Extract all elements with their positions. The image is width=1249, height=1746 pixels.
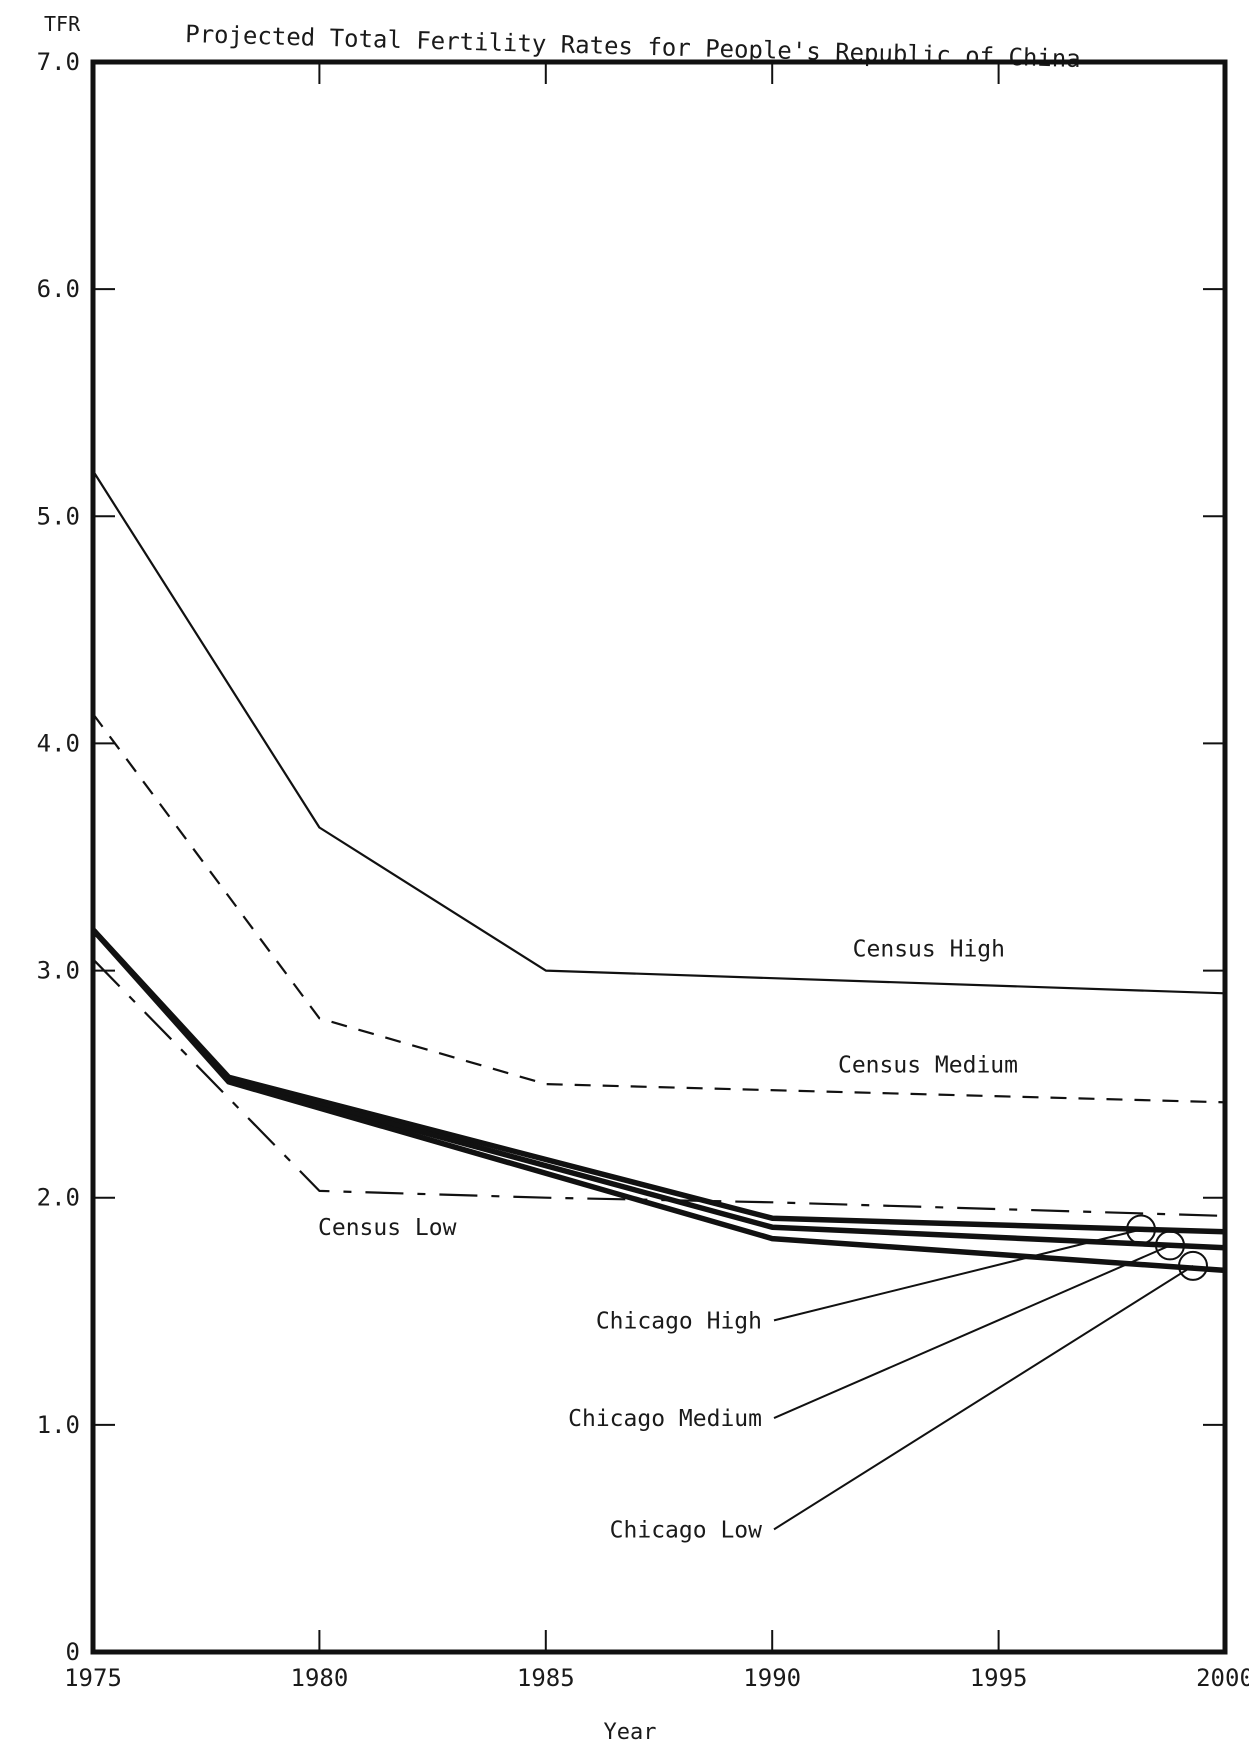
series-label-chicago-high: Chicago High bbox=[596, 1308, 762, 1334]
x-tick-label-2000: 2000 bbox=[1196, 1664, 1249, 1692]
y-tick-label-3: 3.0 bbox=[37, 957, 80, 985]
series-line-chicago-low bbox=[90, 927, 1226, 1274]
series-label-census-medium: Census Medium bbox=[838, 1052, 1018, 1078]
x-tick-label-1990: 1990 bbox=[743, 1664, 801, 1692]
series-line-census-medium bbox=[92, 713, 1226, 1104]
marker-circle-chicago-low bbox=[1178, 1250, 1208, 1281]
x-tick-label-1985: 1985 bbox=[517, 1664, 575, 1692]
annotation-layer: Census High Census Medium Census Low Chicag… bbox=[318, 936, 1208, 1543]
marker-circle-chicago-high bbox=[1126, 1214, 1156, 1245]
leader-line-chicago-low bbox=[773, 1265, 1194, 1531]
series-label-chicago-medium: Chicago Medium bbox=[568, 1406, 762, 1432]
y-axis-title: TFR bbox=[44, 12, 81, 36]
marker-circle-chicago-medium bbox=[1155, 1230, 1185, 1261]
x-tick-label-1975: 1975 bbox=[64, 1664, 122, 1692]
x-tick-label-1980: 1980 bbox=[291, 1664, 349, 1692]
y-tick-label-6: 6.0 bbox=[37, 275, 80, 303]
leader-line-chicago-medium bbox=[773, 1244, 1171, 1419]
y-tick-label-4: 4.0 bbox=[37, 729, 80, 757]
series-line-census-high bbox=[92, 470, 1226, 995]
series-label-census-low: Census Low bbox=[318, 1215, 457, 1241]
series-layer bbox=[90, 470, 1226, 1274]
series-line-chicago-medium bbox=[90, 927, 1226, 1251]
y-tick-label-0: 0 bbox=[66, 1638, 80, 1666]
series-label-census-high: Census High bbox=[853, 936, 1005, 962]
x-axis-title: Year bbox=[604, 1720, 657, 1745]
series-label-chicago-low: Chicago Low bbox=[610, 1517, 762, 1543]
leader-line-chicago-high bbox=[773, 1228, 1142, 1322]
y-tick-label-5: 5.0 bbox=[37, 502, 80, 530]
y-tick-label-2: 2.0 bbox=[37, 1184, 80, 1212]
plot-frame bbox=[90, 59, 1228, 1655]
y-tick-label-7: 7.0 bbox=[37, 48, 80, 76]
series-line-census-low bbox=[92, 958, 1226, 1217]
y-tick-label-1: 1.0 bbox=[37, 1411, 80, 1439]
axis-ticks bbox=[93, 62, 1225, 1652]
axis-tick-labels: 1975 1980 1985 1990 1995 2000 0 1.0 2.0 3.0 4.0 5.0… bbox=[37, 48, 1249, 1692]
x-tick-label-1995: 1995 bbox=[970, 1664, 1028, 1692]
